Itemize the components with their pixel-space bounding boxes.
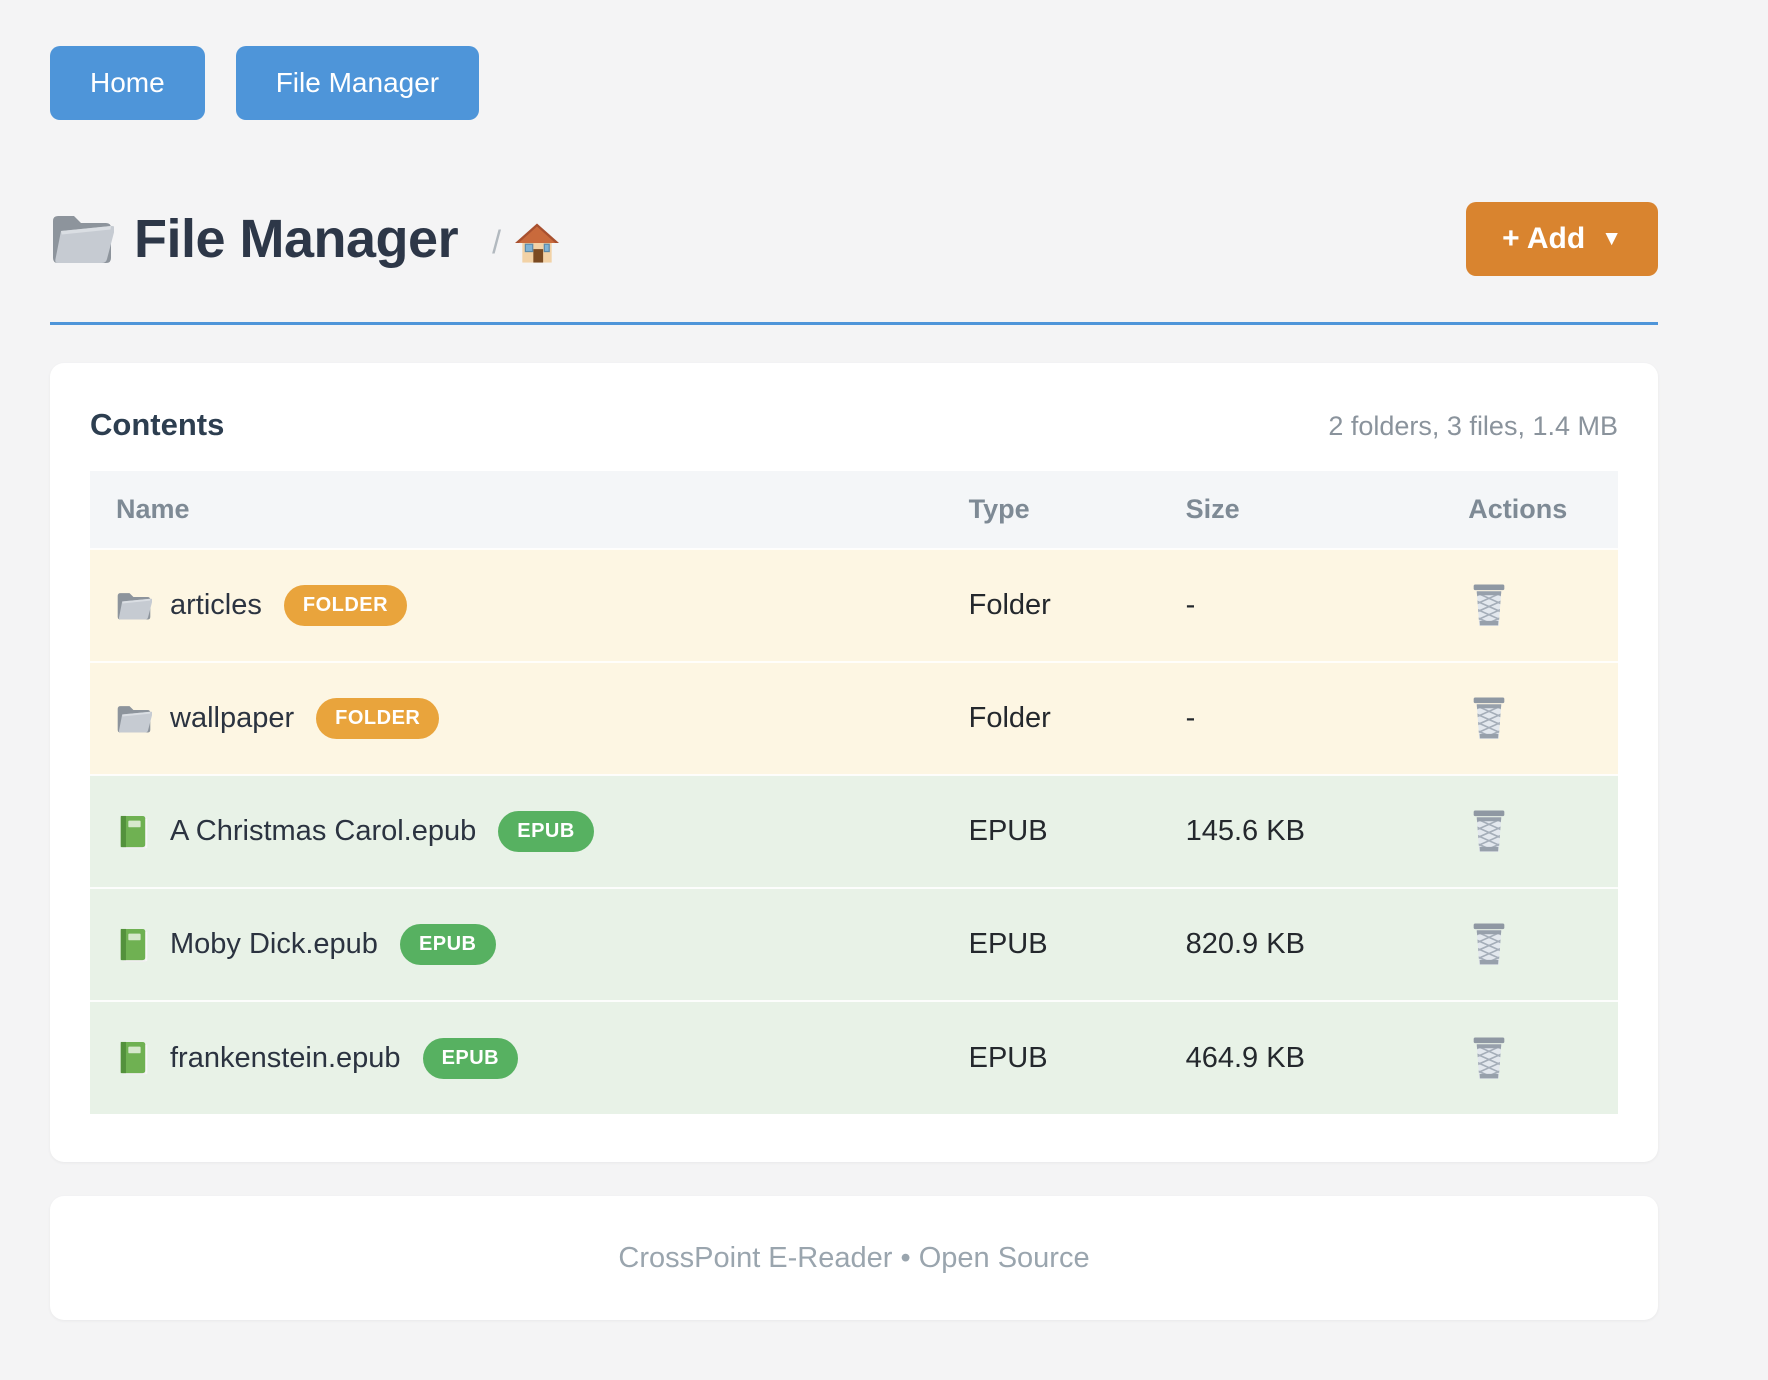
epub-badge: EPUB [498, 811, 594, 852]
table-row[interactable]: A Christmas Carol.epub EPUB EPUB 145.6 K… [90, 775, 1618, 888]
trash-icon [1468, 582, 1510, 629]
add-button-label: + Add [1502, 222, 1586, 255]
table-row[interactable]: wallpaper FOLDER Folder - [90, 662, 1618, 775]
row-size: 145.6 KB [1185, 815, 1305, 847]
epub-badge: EPUB [399, 924, 496, 965]
home-button[interactable]: Home [50, 46, 205, 120]
chevron-down-icon: ▼ [1601, 227, 1622, 250]
row-type: Folder [968, 702, 1051, 734]
book-icon [116, 815, 152, 849]
folder-icon [116, 589, 152, 623]
epub-badge: EPUB [422, 1037, 519, 1079]
book-icon [116, 928, 152, 962]
book-icon [116, 1041, 152, 1075]
delete-button[interactable] [1468, 1035, 1510, 1082]
folder-icon [116, 702, 152, 736]
add-button[interactable]: + Add ▼ [1466, 202, 1658, 276]
row-type: EPUB [968, 928, 1048, 960]
row-size: - [1185, 589, 1196, 621]
house-icon[interactable] [515, 222, 559, 264]
row-size: - [1185, 702, 1196, 734]
row-name[interactable]: wallpaper [170, 702, 295, 734]
page: Home File Manager File Manager / + Add ▼… [50, 0, 1658, 1320]
footer-card: CrossPoint E-Reader • Open Source [50, 1196, 1658, 1320]
contents-card-header: Contents 2 folders, 3 files, 1.4 MB [90, 407, 1618, 443]
delete-button[interactable] [1468, 808, 1510, 855]
contents-summary: 2 folders, 3 files, 1.4 MB [1328, 411, 1618, 441]
title-divider [50, 322, 1658, 325]
table-row[interactable]: Moby Dick.epub EPUB EPUB 820.9 KB [90, 888, 1618, 1001]
row-name[interactable]: A Christmas Carol.epub [170, 815, 477, 847]
column-header-actions: Actions [1442, 471, 1618, 549]
footer-text: CrossPoint E-Reader • Open Source [618, 1241, 1090, 1274]
file-table: Name Type Size Actions articles FOLDER F… [90, 471, 1618, 1114]
row-name[interactable]: Moby Dick.epub [170, 928, 378, 960]
file-manager-button[interactable]: File Manager [235, 46, 480, 120]
row-name[interactable]: frankenstein.epub [170, 1041, 401, 1074]
table-row[interactable]: frankenstein.epub EPUB EPUB 464.9 KB [90, 1001, 1618, 1114]
page-title: File Manager [134, 209, 459, 269]
folder-badge: FOLDER [283, 585, 408, 626]
trash-icon [1468, 808, 1510, 855]
page-header: File Manager / + Add ▼ [50, 202, 1658, 276]
row-type: EPUB [968, 1041, 1048, 1074]
table-row[interactable]: articles FOLDER Folder - [90, 549, 1618, 662]
contents-title: Contents [90, 407, 225, 442]
row-type: Folder [968, 589, 1051, 621]
trash-icon [1468, 695, 1510, 742]
folder-icon [50, 211, 114, 267]
breadcrumb-separator: / [492, 223, 501, 260]
column-header-name: Name [90, 471, 943, 549]
row-type: EPUB [968, 815, 1048, 847]
delete-button[interactable] [1468, 921, 1510, 968]
trash-icon [1468, 921, 1510, 968]
row-size: 820.9 KB [1185, 928, 1305, 960]
delete-button[interactable] [1468, 582, 1510, 629]
title-wrap: File Manager / [50, 208, 559, 270]
table-header-row: Name Type Size Actions [90, 471, 1618, 549]
folder-badge: FOLDER [316, 698, 440, 739]
contents-card: Contents 2 folders, 3 files, 1.4 MB Name… [50, 363, 1658, 1162]
top-nav: Home File Manager [50, 46, 1658, 120]
column-header-type: Type [942, 471, 1160, 549]
delete-button[interactable] [1468, 695, 1510, 742]
column-header-size: Size [1159, 471, 1443, 549]
row-size: 464.9 KB [1185, 1041, 1305, 1074]
row-name[interactable]: articles [170, 589, 262, 621]
trash-icon [1468, 1035, 1510, 1082]
